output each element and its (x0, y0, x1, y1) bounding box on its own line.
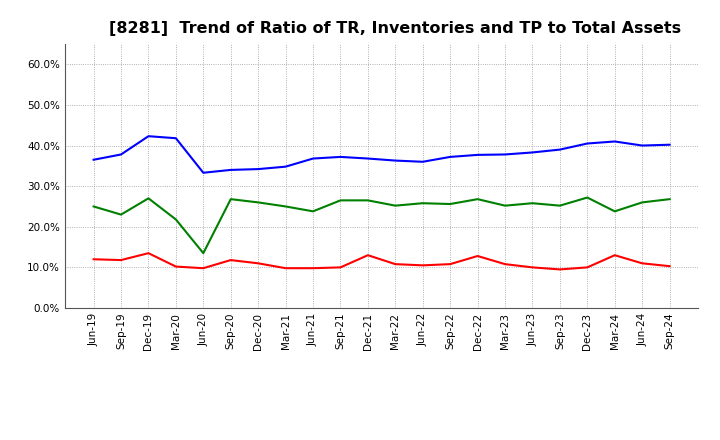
Trade Receivables (528, 265, 537, 270)
Trade Payables (282, 204, 290, 209)
Trade Receivables (309, 266, 318, 271)
Inventories (171, 136, 180, 141)
Trade Payables (665, 197, 674, 202)
Trade Receivables (418, 263, 427, 268)
Trade Payables (446, 202, 454, 207)
Trade Receivables (583, 265, 592, 270)
Trade Receivables (446, 261, 454, 267)
Trade Receivables (500, 261, 509, 267)
Trade Receivables (226, 257, 235, 263)
Trade Payables (611, 209, 619, 214)
Line: Inventories: Inventories (94, 136, 670, 173)
Trade Payables (309, 209, 318, 214)
Inventories (89, 157, 98, 162)
Inventories (446, 154, 454, 160)
Trade Payables (254, 200, 263, 205)
Trade Receivables (665, 264, 674, 269)
Inventories (144, 134, 153, 139)
Inventories (282, 164, 290, 169)
Trade Payables (364, 198, 372, 203)
Inventories (638, 143, 647, 148)
Trade Receivables (199, 266, 207, 271)
Text: [8281]  Trend of Ratio of TR, Inventories and TP to Total Assets: [8281] Trend of Ratio of TR, Inventories… (109, 21, 681, 36)
Trade Receivables (638, 260, 647, 266)
Inventories (391, 158, 400, 163)
Inventories (473, 152, 482, 158)
Trade Payables (500, 203, 509, 208)
Trade Receivables (473, 253, 482, 259)
Trade Receivables (336, 265, 345, 270)
Trade Receivables (556, 267, 564, 272)
Trade Payables (473, 197, 482, 202)
Inventories (528, 150, 537, 155)
Inventories (309, 156, 318, 161)
Inventories (583, 141, 592, 146)
Trade Payables (89, 204, 98, 209)
Trade Payables (556, 203, 564, 208)
Trade Receivables (282, 266, 290, 271)
Trade Receivables (117, 257, 125, 263)
Inventories (665, 142, 674, 147)
Trade Payables (583, 195, 592, 200)
Inventories (226, 167, 235, 172)
Inventories (556, 147, 564, 152)
Trade Payables (199, 250, 207, 256)
Inventories (611, 139, 619, 144)
Inventories (199, 170, 207, 176)
Trade Payables (418, 201, 427, 206)
Trade Payables (171, 217, 180, 222)
Inventories (254, 166, 263, 172)
Line: Trade Payables: Trade Payables (94, 198, 670, 253)
Line: Trade Receivables: Trade Receivables (94, 253, 670, 269)
Trade Receivables (391, 261, 400, 267)
Trade Receivables (144, 250, 153, 256)
Trade Receivables (89, 257, 98, 262)
Trade Payables (391, 203, 400, 208)
Inventories (364, 156, 372, 161)
Trade Payables (528, 201, 537, 206)
Inventories (418, 159, 427, 165)
Trade Payables (117, 212, 125, 217)
Trade Receivables (364, 253, 372, 258)
Trade Receivables (171, 264, 180, 269)
Trade Payables (336, 198, 345, 203)
Inventories (117, 152, 125, 157)
Trade Payables (638, 200, 647, 205)
Trade Payables (226, 197, 235, 202)
Trade Payables (144, 196, 153, 201)
Inventories (336, 154, 345, 160)
Trade Receivables (611, 253, 619, 258)
Inventories (500, 152, 509, 157)
Trade Receivables (254, 260, 263, 266)
